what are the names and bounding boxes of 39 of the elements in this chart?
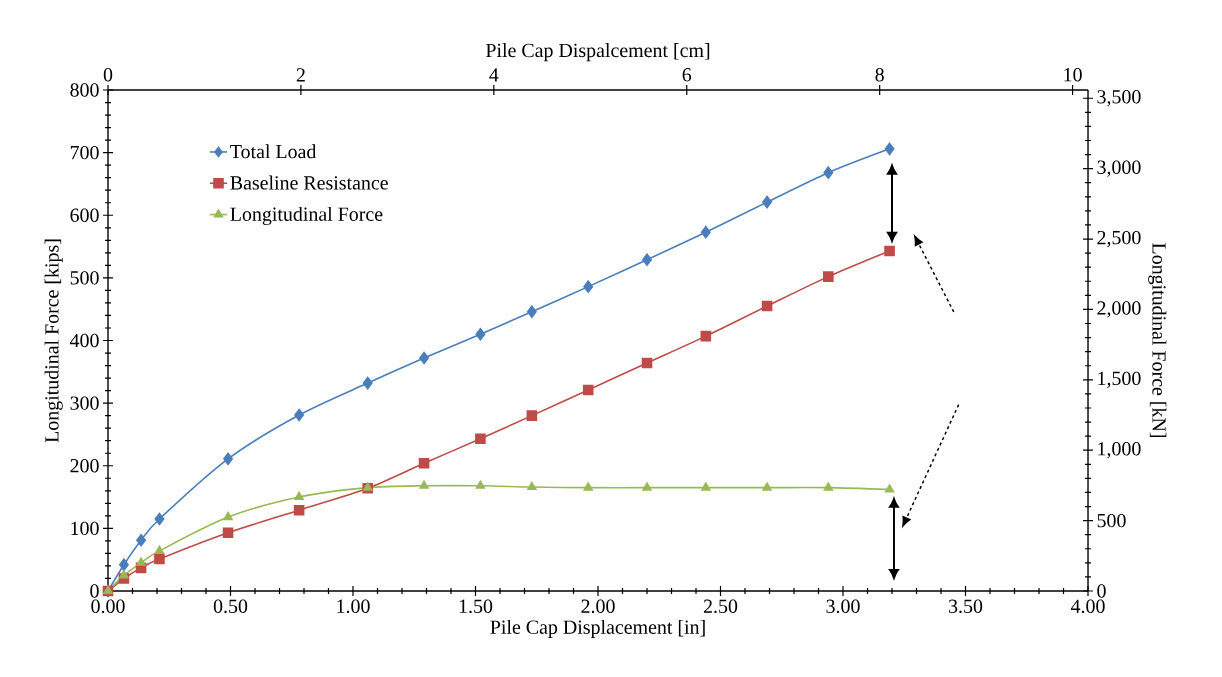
y2-tick-label: 0 (1097, 584, 1106, 598)
x2-tick-label: 6 (682, 68, 692, 82)
y-tick-label: 100 (71, 521, 99, 536)
y2-tick-label: 3,500 (1097, 90, 1141, 107)
x2-tick-label: 4 (489, 68, 499, 82)
x2-tick-label: 2 (296, 68, 305, 82)
y-tick-label: 500 (70, 271, 99, 285)
y-axis-title: Longitudinal Force [kips] (44, 239, 63, 443)
y-tick-label: 700 (70, 145, 99, 160)
x-tick-label: 0.00 (91, 599, 125, 614)
y-tick-label: 200 (70, 459, 99, 473)
x-axis-title: Pile Cap Displacement [in] (490, 619, 705, 638)
x2-tick-label: 10 (1064, 68, 1082, 82)
x2-tick-label: 0 (103, 68, 113, 82)
y2-tick-label: 2,500 (1097, 230, 1141, 248)
y-tick-label: 800 (70, 83, 99, 97)
x-tick-label: 1.00 (337, 599, 370, 614)
y-tick-label: 300 (70, 396, 99, 410)
x-tick-label: 3.50 (949, 599, 983, 614)
y-tick-label: 600 (70, 208, 99, 222)
y2-tick-label: 2,000 (1097, 301, 1141, 318)
y2-axis-title: Longitudinal Force [kN] (1148, 243, 1167, 437)
x-tick-label: 0.50 (213, 599, 248, 614)
y-tick-label: 400 (69, 333, 99, 348)
legend-label: Baseline Resistance (230, 175, 388, 190)
y2-tick-label: 1,500 (1098, 371, 1141, 388)
legend-label: Longitudinal Force (230, 206, 383, 226)
y2-tick-label: 1,000 (1098, 442, 1141, 459)
y2-tick-label: 3,000 (1097, 160, 1141, 177)
y2-tick-label: 500 (1097, 513, 1126, 528)
x-tick-label: 2.00 (581, 599, 615, 614)
y-tick-label: 0 (90, 584, 99, 598)
legend-label: Total Load (230, 144, 317, 159)
x-tick-label: 1.50 (459, 599, 493, 614)
x-tick-label: 2.50 (703, 599, 738, 614)
x-tick-label: 3.00 (826, 599, 860, 614)
x-tick-label: 4.00 (1070, 599, 1105, 614)
x2-tick-label: 8 (875, 68, 884, 82)
x2-axis-title: Pile Cap Dispalcement [cm] (485, 43, 710, 62)
